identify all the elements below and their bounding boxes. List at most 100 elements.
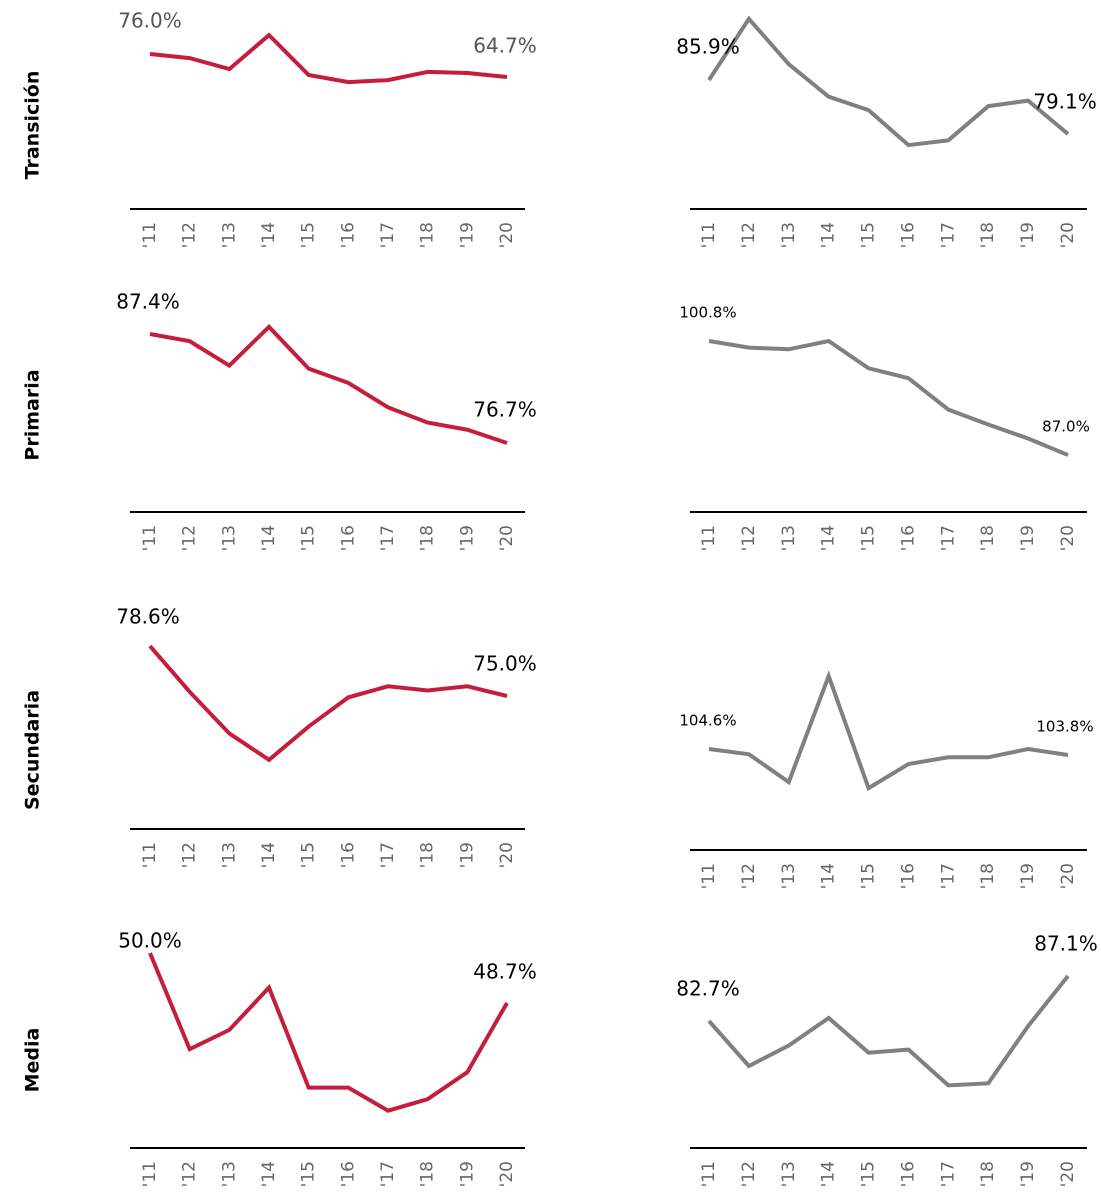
- series-line: [149, 32, 508, 85]
- value-label: 87.0%: [1042, 418, 1090, 436]
- x-tick-label: '14: [259, 222, 279, 248]
- series-line: [708, 338, 1069, 457]
- x-tick-label: '11: [699, 222, 719, 248]
- x-tick-label: '17: [938, 863, 958, 889]
- x-tick-label: '17: [378, 525, 398, 551]
- x-tick-label: '17: [938, 222, 958, 248]
- value-label: 48.7%: [473, 960, 537, 984]
- x-tick-label: '19: [457, 1161, 477, 1187]
- x-tick-label: '11: [699, 1161, 719, 1187]
- x-tick-label: '12: [180, 525, 200, 551]
- value-label: 103.8%: [1036, 718, 1093, 736]
- x-tick-label: '11: [140, 1161, 160, 1187]
- x-tick-label: '19: [457, 222, 477, 248]
- x-tick-label: '14: [259, 525, 279, 551]
- x-tick-label: '20: [497, 842, 517, 868]
- value-label: 76.7%: [473, 398, 537, 422]
- series-line: [149, 324, 508, 445]
- series-line: [708, 670, 1069, 792]
- x-tick-label: '15: [299, 1161, 319, 1187]
- x-tick-label: '12: [739, 222, 759, 248]
- x-tick-label: '16: [338, 222, 358, 248]
- x-tick-label: '11: [140, 222, 160, 248]
- x-tick-label: '12: [180, 1161, 200, 1187]
- x-tick-label: '15: [859, 863, 879, 889]
- x-tick-label: '19: [1018, 1161, 1038, 1187]
- x-tick-label: '20: [1058, 525, 1078, 551]
- x-tick-label: '17: [378, 222, 398, 248]
- x-tick-label: '11: [140, 842, 160, 868]
- x-tick-label: '19: [1018, 222, 1038, 248]
- series-line: [148, 644, 508, 763]
- x-tick-label: '15: [859, 1161, 879, 1187]
- x-tick-label: '18: [418, 222, 438, 248]
- x-tick-label: '11: [699, 525, 719, 551]
- x-tick-label: '14: [819, 863, 839, 889]
- x-tick-label: '15: [859, 525, 879, 551]
- x-tick-label: '16: [898, 863, 918, 889]
- x-tick-label: '16: [898, 1161, 918, 1187]
- x-tick-label: '18: [418, 842, 438, 868]
- x-tick-label: '17: [938, 525, 958, 551]
- value-label: 85.9%: [676, 35, 740, 59]
- value-label: 100.8%: [679, 304, 736, 322]
- x-tick-label: '15: [299, 222, 319, 248]
- x-tick-label: '13: [219, 222, 239, 248]
- x-tick-label: '12: [739, 1161, 759, 1187]
- x-tick-label: '16: [338, 1161, 358, 1187]
- x-tick-label: '14: [819, 1161, 839, 1187]
- x-tick-label: '18: [978, 222, 998, 248]
- x-tick-label: '20: [497, 222, 517, 248]
- value-label: 104.6%: [679, 712, 736, 730]
- x-tick-label: '19: [457, 842, 477, 868]
- row-label: Primaria: [22, 369, 44, 460]
- x-tick-label: '15: [859, 222, 879, 248]
- x-tick-label: '13: [779, 525, 799, 551]
- value-label: 75.0%: [473, 652, 537, 676]
- x-tick-label: '14: [819, 222, 839, 248]
- row-label: Transición: [22, 71, 44, 180]
- x-tick-label: '13: [779, 863, 799, 889]
- x-tick-label: '15: [299, 525, 319, 551]
- x-tick-label: '18: [978, 1161, 998, 1187]
- x-tick-label: '15: [299, 842, 319, 868]
- row-label: Media: [22, 1028, 44, 1093]
- x-tick-label: '13: [779, 1161, 799, 1187]
- value-label: 50.0%: [118, 929, 182, 953]
- series-line: [707, 15, 1070, 148]
- x-tick-label: '17: [938, 1161, 958, 1187]
- row-label: Secundaria: [22, 690, 44, 810]
- x-tick-label: '11: [699, 863, 719, 889]
- value-label: 82.7%: [676, 977, 740, 1001]
- x-tick-label: '19: [457, 525, 477, 551]
- value-label: 78.6%: [116, 605, 180, 629]
- x-tick-label: '20: [497, 1161, 517, 1187]
- x-tick-label: '14: [819, 525, 839, 551]
- x-tick-label: '13: [219, 525, 239, 551]
- value-label: 87.4%: [116, 290, 180, 314]
- x-tick-label: '12: [739, 525, 759, 551]
- series-line: [707, 974, 1070, 1088]
- x-tick-label: '11: [140, 525, 160, 551]
- value-label: 87.1%: [1034, 932, 1098, 956]
- x-tick-label: '12: [180, 222, 200, 248]
- x-tick-label: '18: [418, 1161, 438, 1187]
- x-tick-label: '20: [1058, 1161, 1078, 1187]
- x-tick-label: '12: [739, 863, 759, 889]
- x-tick-label: '18: [418, 525, 438, 551]
- value-label: 76.0%: [118, 9, 182, 33]
- x-tick-label: '13: [219, 842, 239, 868]
- x-tick-label: '17: [378, 1161, 398, 1187]
- x-tick-label: '20: [1058, 863, 1078, 889]
- x-tick-label: '18: [978, 525, 998, 551]
- x-tick-label: '16: [898, 525, 918, 551]
- x-tick-label: '12: [180, 842, 200, 868]
- x-tick-label: '16: [338, 525, 358, 551]
- x-tick-label: '18: [978, 863, 998, 889]
- x-tick-label: '19: [1018, 863, 1038, 889]
- x-tick-label: '20: [1058, 222, 1078, 248]
- x-tick-label: '17: [378, 842, 398, 868]
- value-label: 79.1%: [1033, 90, 1097, 114]
- x-tick-label: '19: [1018, 525, 1038, 551]
